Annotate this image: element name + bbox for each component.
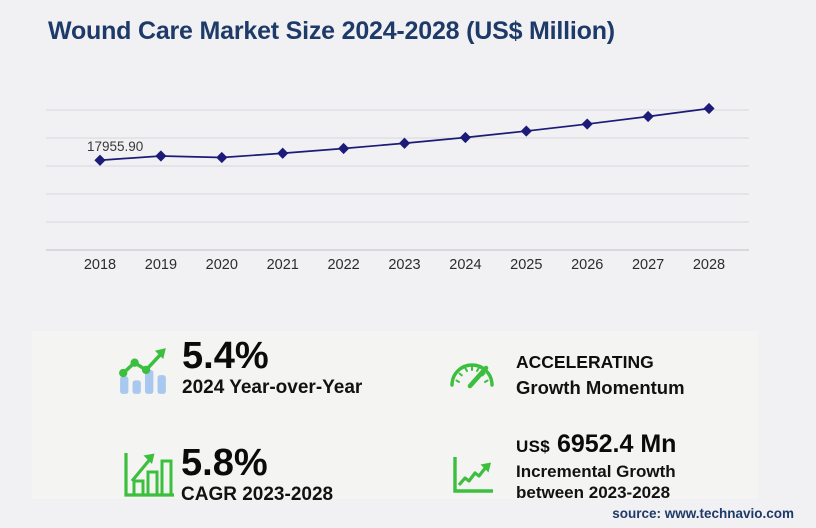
data-point-marker bbox=[94, 154, 106, 166]
x-axis-tick-label: 2020 bbox=[206, 257, 238, 273]
data-point-marker bbox=[338, 142, 350, 155]
stats-panel: 5.4% 2024 Year-over-Year 5.8% CAGR 2023-… bbox=[32, 331, 758, 505]
data-point-marker bbox=[398, 137, 411, 149]
source-credit: source: www.technavio.com bbox=[612, 506, 794, 521]
stat-momentum: ACCELERATING Growth Momentum bbox=[516, 350, 685, 400]
data-point-marker bbox=[520, 125, 532, 137]
incremental-label-2: between 2023-2028 bbox=[516, 483, 671, 502]
x-axis-tick-label: 2025 bbox=[510, 257, 542, 273]
x-axis-tick-label: 2024 bbox=[449, 257, 481, 273]
x-axis-tick-label: 2022 bbox=[327, 257, 359, 273]
market-size-series-line bbox=[99, 107, 710, 162]
data-point-marker bbox=[459, 131, 471, 144]
momentum-label: Growth Momentum bbox=[516, 377, 685, 398]
market-size-line-chart: 17955.90 2018 2019 2020 2021 2022 2023 2024 2025… bbox=[46, 102, 749, 273]
momentum-value: ACCELERATING bbox=[516, 352, 654, 372]
x-axis-tick-label: 2018 bbox=[84, 257, 116, 273]
page-title: Wound Care Market Size 2024-2028 (US$ Mi… bbox=[48, 17, 615, 45]
incremental-value-line: US$ 6952.4 Mn bbox=[516, 430, 676, 461]
x-axis-tick-label: 2026 bbox=[571, 257, 603, 273]
stat-incremental: US$ 6952.4 Mn Incremental Growth between… bbox=[516, 430, 676, 503]
data-point-marker bbox=[216, 151, 228, 164]
x-axis-tick-label: 2023 bbox=[388, 257, 420, 273]
cagr-value: 5.8% bbox=[181, 442, 268, 484]
incremental-growth-icon bbox=[453, 457, 493, 493]
data-point-marker bbox=[155, 150, 167, 162]
stat-yoy: 5.4% 2024 Year-over-Year bbox=[182, 335, 362, 399]
incremental-label-1: Incremental Growth bbox=[516, 462, 676, 481]
yoy-value: 5.4% bbox=[182, 335, 269, 377]
x-axis-tick-label: 2028 bbox=[693, 257, 725, 273]
data-point-marker bbox=[642, 110, 654, 123]
yoy-bar-chart-icon bbox=[119, 348, 166, 394]
x-axis-tick-label: 2027 bbox=[632, 257, 664, 273]
cagr-bar-chart-icon bbox=[124, 453, 174, 497]
x-axis-tick-label: 2021 bbox=[267, 257, 299, 273]
x-axis-tick-label: 2019 bbox=[145, 257, 177, 273]
data-point-marker bbox=[703, 102, 715, 115]
data-point-marker bbox=[277, 147, 289, 159]
first-point-value-label: 17955.90 bbox=[87, 139, 143, 154]
speedometer-icon bbox=[450, 363, 494, 389]
currency-prefix: US$ bbox=[516, 437, 550, 456]
cagr-label: CAGR 2023-2028 bbox=[181, 484, 334, 505]
data-point-marker bbox=[581, 118, 593, 130]
incremental-value: 6952.4 Mn bbox=[556, 430, 677, 458]
stat-cagr: 5.8% CAGR 2023-2028 bbox=[181, 442, 333, 506]
yoy-label: 2024 Year-over-Year bbox=[182, 377, 363, 398]
